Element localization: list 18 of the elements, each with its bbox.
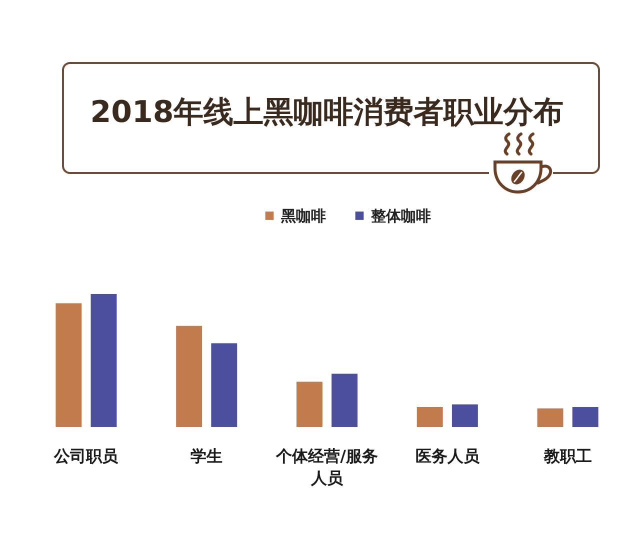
chart-title: 2018年线上黑咖啡消费者职业分布 [90,95,564,130]
x-tick-label: 医务人员 [415,446,480,466]
bar [296,382,322,427]
bar [176,326,202,427]
bar [452,404,478,427]
bar [416,407,443,427]
legend-label: 整体咖啡 [370,206,431,225]
bar [332,374,358,427]
x-tick-label: 学生 [190,446,223,466]
bar [537,408,564,427]
x-tick-label: 个体经营/服务人员 [275,446,378,488]
bar [90,294,117,427]
bar [56,303,82,427]
legend-label: 黑咖啡 [280,206,326,225]
bar [211,343,238,427]
bar [572,407,598,427]
x-tick-label: 教职工 [542,446,592,466]
x-tick-label: 公司职员 [53,446,120,466]
